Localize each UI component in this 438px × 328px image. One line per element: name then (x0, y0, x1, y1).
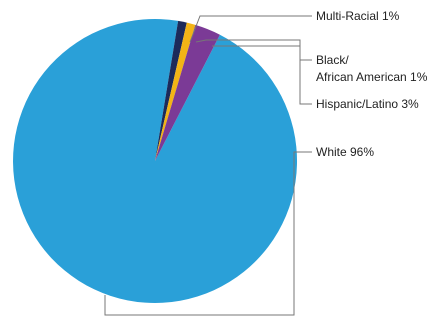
leader-line-multi-racial (189, 15, 312, 43)
pie-slice-black (155, 22, 196, 161)
label-white: White 96% (316, 145, 374, 159)
label-black-line2: African American 1% (316, 70, 428, 84)
leader-lines (104, 15, 312, 316)
label-multi-racial: Multi-Racial 1% (316, 9, 400, 23)
pie-slices (13, 19, 298, 304)
leader-line-black (195, 39, 312, 61)
label-hispanic: Hispanic/Latino 3% (316, 97, 419, 111)
label-black-line1: Black/ (316, 53, 349, 67)
leader-line-white (104, 151, 312, 316)
pie-slice-hispanic (155, 24, 220, 161)
pie-slice-white (13, 19, 298, 304)
leader-line-hispanic (212, 45, 312, 105)
slice-labels: Multi-Racial 1% Black/ African American … (316, 9, 428, 159)
pie-slice-multi-racial (155, 20, 187, 162)
